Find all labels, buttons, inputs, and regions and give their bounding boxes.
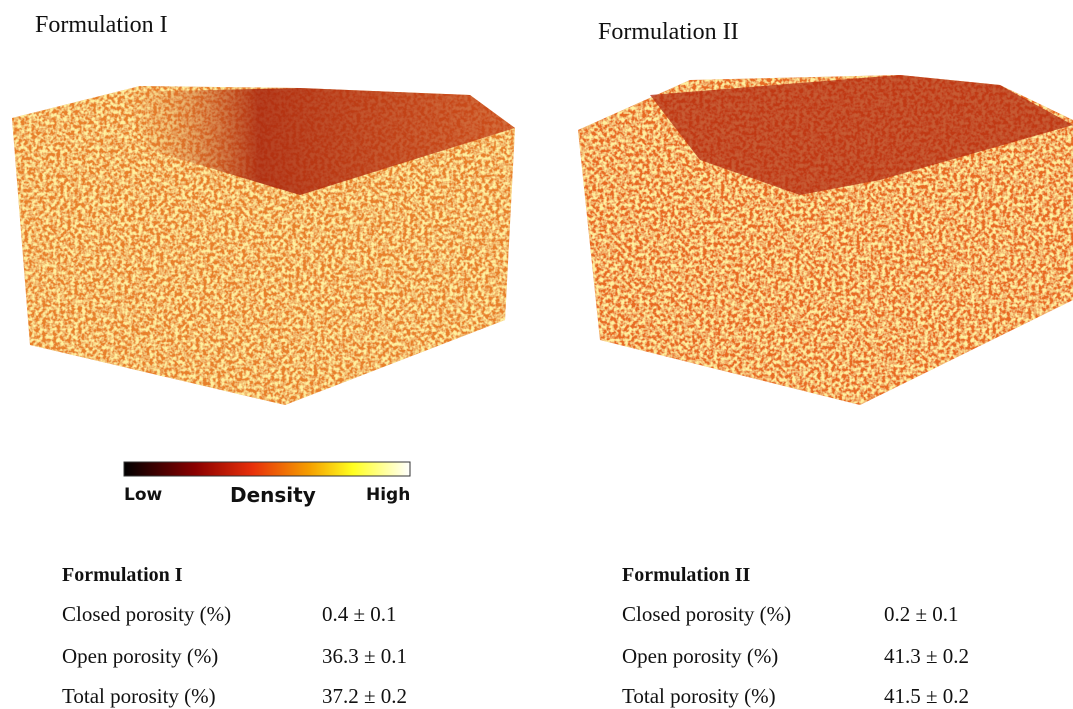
row-value: 36.3 ± 0.1	[322, 644, 407, 669]
row-label: Open porosity (%)	[62, 644, 218, 669]
table-title: Formulation I	[62, 564, 183, 587]
panel-title: Formulation II	[598, 19, 739, 46]
row-label: Closed porosity (%)	[622, 602, 791, 627]
row-label: Total porosity (%)	[62, 684, 216, 709]
block-formulation-1	[12, 86, 515, 405]
table-title: Formulation II	[622, 564, 750, 587]
block-formulation-2	[578, 75, 1073, 405]
colorbar	[124, 462, 410, 476]
row-value: 41.5 ± 0.2	[884, 684, 969, 709]
row-value: 0.4 ± 0.1	[322, 602, 397, 627]
row-label: Total porosity (%)	[622, 684, 776, 709]
panel-title: Formulation I	[35, 12, 168, 39]
row-label: Closed porosity (%)	[62, 602, 231, 627]
row-value: 41.3 ± 0.2	[884, 644, 969, 669]
colorbar-high: High	[366, 485, 410, 505]
row-label: Open porosity (%)	[622, 644, 778, 669]
colorbar-low: Low	[124, 485, 162, 505]
figure: Formulation I Formulation II Low Density…	[0, 0, 1073, 709]
row-value: 37.2 ± 0.2	[322, 684, 407, 709]
row-value: 0.2 ± 0.1	[884, 602, 959, 627]
colorbar-label: Density	[230, 483, 316, 507]
